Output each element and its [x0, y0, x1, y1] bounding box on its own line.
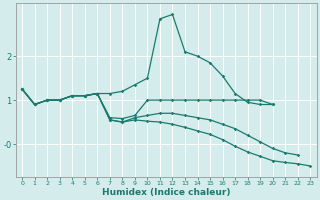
X-axis label: Humidex (Indice chaleur): Humidex (Indice chaleur)	[102, 188, 230, 197]
